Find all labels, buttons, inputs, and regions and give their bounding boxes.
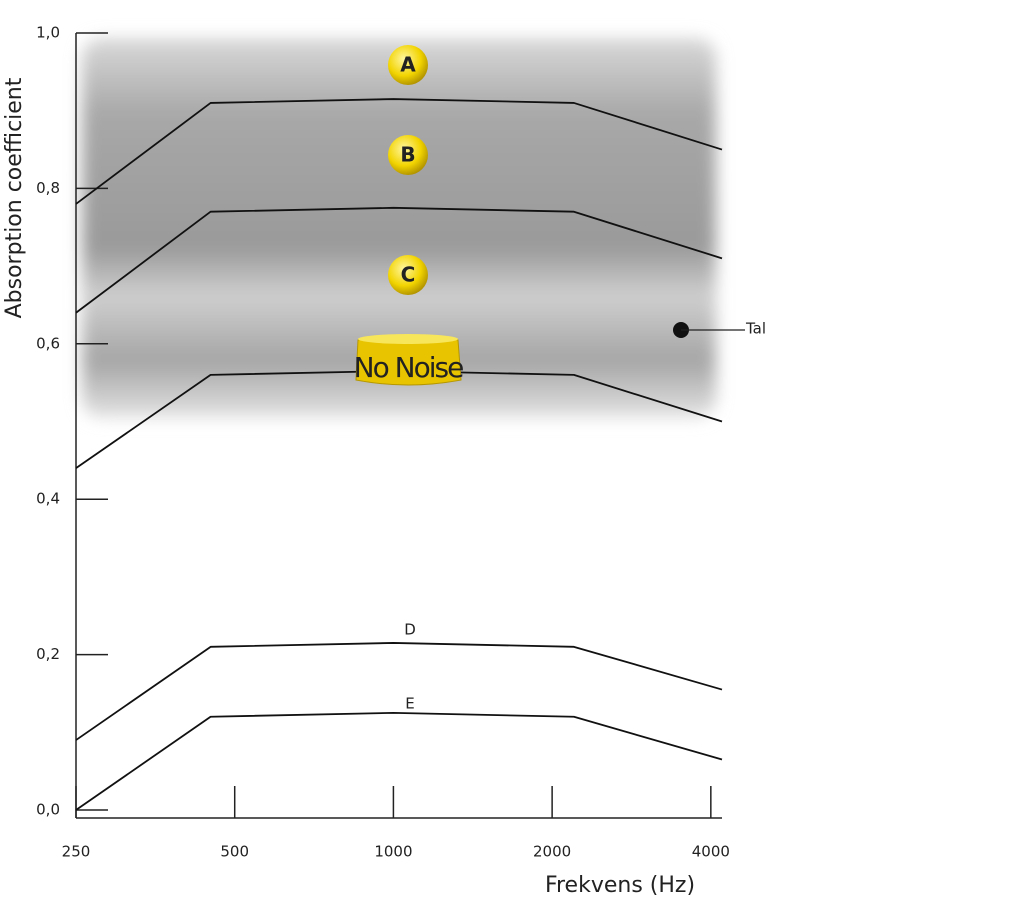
- series-label: E: [405, 695, 414, 713]
- label-badge: [388, 45, 428, 85]
- series-label: A: [400, 53, 416, 77]
- series-line: [75, 98, 723, 205]
- absorption-zone: [82, 38, 716, 418]
- y-tick-label: 0,2: [36, 645, 60, 663]
- series-line: [75, 711, 723, 811]
- x-tick-label: 2000: [533, 843, 571, 861]
- y-tick-label: 0,4: [36, 490, 60, 508]
- x-tick-label: 1000: [374, 843, 412, 861]
- label-badge: [388, 255, 428, 295]
- series-label: D: [404, 621, 416, 639]
- x-tick-label: 250: [62, 843, 91, 861]
- x-axis-title: Frekvens (Hz): [545, 873, 695, 898]
- annotation: Tal: [745, 320, 766, 338]
- series-label: B: [400, 143, 415, 167]
- y-tick-label: 0,8: [36, 179, 60, 197]
- series-line: [75, 206, 723, 314]
- y-tick-label: 0,0: [36, 801, 60, 819]
- y-tick-label: 0,6: [36, 334, 60, 352]
- series-line: [75, 642, 723, 741]
- x-tick-label: 500: [220, 843, 249, 861]
- label-drum-top: [358, 334, 458, 344]
- label-badge: [388, 135, 428, 175]
- plot: 0,0 0,2 0,4 0,6 0,8 1,0 250 500 1000 2000 4000 A B No…: [36, 24, 766, 861]
- y-tick-label: 1,0: [36, 24, 60, 42]
- series-label: No Noise: [354, 351, 463, 384]
- zone-label: C: [401, 263, 416, 287]
- x-tick-label: 4000: [692, 843, 730, 861]
- y-axis-title: Absorption coefficient: [2, 77, 27, 318]
